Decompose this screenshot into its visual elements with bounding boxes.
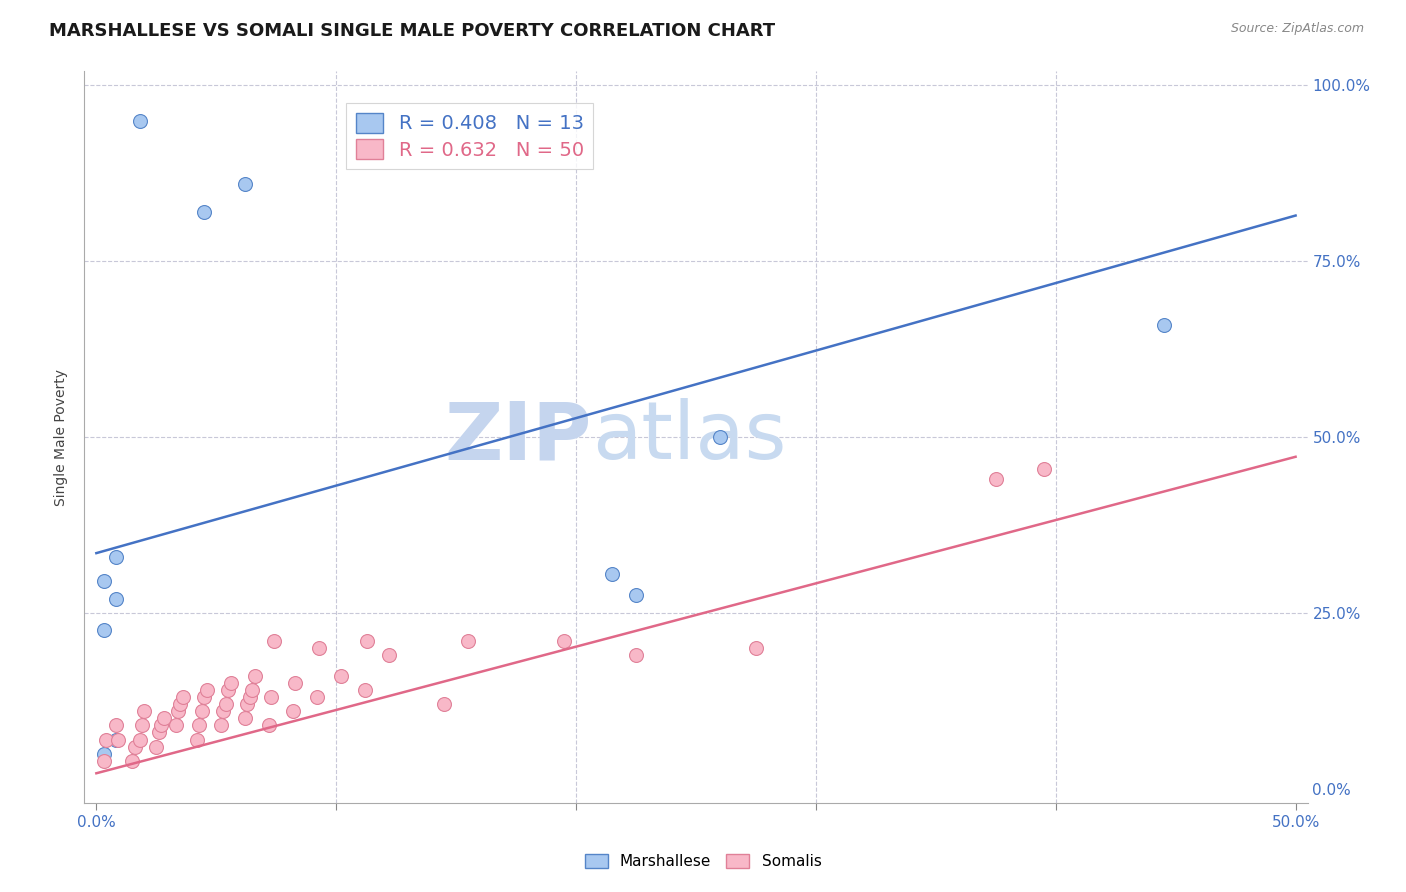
Point xyxy=(243,669,266,683)
Point xyxy=(104,549,127,564)
Point xyxy=(209,718,232,732)
Point xyxy=(148,725,170,739)
Point xyxy=(94,732,117,747)
Point xyxy=(93,624,115,638)
Point xyxy=(281,705,304,719)
Point xyxy=(128,113,150,128)
Point xyxy=(169,698,191,712)
Point xyxy=(124,739,146,754)
Point xyxy=(260,690,283,705)
Text: ZIP: ZIP xyxy=(444,398,592,476)
Point xyxy=(172,690,194,705)
Point xyxy=(104,718,127,732)
Point xyxy=(93,754,115,768)
Point xyxy=(236,698,259,712)
Point xyxy=(263,634,285,648)
Point xyxy=(93,574,115,589)
Point xyxy=(150,718,173,732)
Legend: Marshallese, Somalis: Marshallese, Somalis xyxy=(578,848,828,875)
Point xyxy=(104,591,127,606)
Point xyxy=(195,683,218,698)
Point xyxy=(145,739,167,754)
Point xyxy=(1153,318,1175,332)
Point xyxy=(553,634,575,648)
Text: Source: ZipAtlas.com: Source: ZipAtlas.com xyxy=(1230,22,1364,36)
Point xyxy=(457,634,479,648)
Point xyxy=(134,705,156,719)
Point xyxy=(212,705,235,719)
Point xyxy=(152,711,174,725)
Point xyxy=(121,754,143,768)
Point xyxy=(215,698,238,712)
Point xyxy=(330,669,353,683)
Text: MARSHALLESE VS SOMALI SINGLE MALE POVERTY CORRELATION CHART: MARSHALLESE VS SOMALI SINGLE MALE POVERT… xyxy=(49,22,775,40)
Legend: R = 0.408   N = 13, R = 0.632   N = 50: R = 0.408 N = 13, R = 0.632 N = 50 xyxy=(346,103,593,169)
Point xyxy=(131,718,153,732)
Point xyxy=(188,718,211,732)
Point xyxy=(128,732,150,747)
Point xyxy=(257,718,280,732)
Point xyxy=(354,683,377,698)
Point xyxy=(239,690,262,705)
Point xyxy=(233,177,256,191)
Point xyxy=(186,732,208,747)
Point xyxy=(233,711,256,725)
Point xyxy=(356,634,378,648)
Point xyxy=(984,472,1007,486)
Point xyxy=(104,732,127,747)
Point xyxy=(308,641,330,656)
Point xyxy=(93,747,115,761)
Point xyxy=(745,641,768,656)
Point xyxy=(1032,461,1054,475)
Point xyxy=(709,430,731,444)
Text: atlas: atlas xyxy=(592,398,786,476)
Point xyxy=(219,676,242,690)
Point xyxy=(193,690,215,705)
Point xyxy=(107,732,129,747)
Point xyxy=(240,683,263,698)
Point xyxy=(284,676,307,690)
Point xyxy=(305,690,328,705)
Y-axis label: Single Male Poverty: Single Male Poverty xyxy=(55,368,69,506)
Point xyxy=(217,683,239,698)
Point xyxy=(624,588,647,602)
Point xyxy=(167,705,190,719)
Point xyxy=(165,718,187,732)
Point xyxy=(191,705,214,719)
Point xyxy=(600,567,623,582)
Point xyxy=(193,205,215,219)
Point xyxy=(624,648,647,662)
Point xyxy=(378,648,401,662)
Point xyxy=(433,698,456,712)
